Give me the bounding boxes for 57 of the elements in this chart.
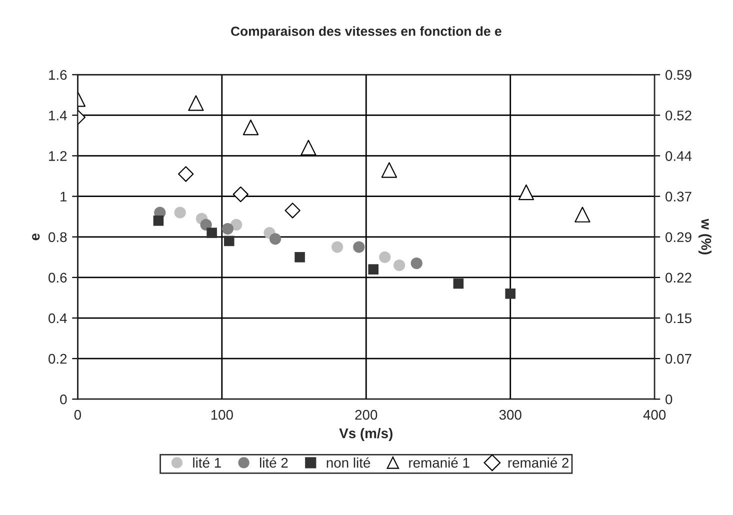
- y-tick-label: 0.4: [48, 313, 67, 324]
- y-axis-title: e: [32, 234, 40, 240]
- y2-tick-label: 0.22: [666, 272, 692, 283]
- point: [206, 228, 217, 238]
- y-tick-label: 1.6: [49, 70, 67, 80]
- y-tick-label: 1: [60, 192, 67, 202]
- legend-label: lité 1: [193, 457, 221, 468]
- y2-axis-title: w (%): [698, 218, 712, 254]
- y-tick-label: 1.2: [49, 151, 67, 161]
- point: [393, 259, 406, 272]
- legend-label: remanié 2: [508, 457, 569, 468]
- point: [222, 222, 234, 235]
- point: [505, 288, 516, 299]
- point: [269, 233, 282, 245]
- point: [178, 166, 194, 182]
- point: [153, 216, 164, 226]
- point: [368, 264, 378, 274]
- point: [353, 241, 365, 253]
- y2-tick-label: 0.52: [666, 110, 692, 120]
- point: [224, 236, 234, 246]
- x-axis-title: Vs (m/s): [339, 428, 392, 441]
- x-tick-label: 400: [643, 410, 666, 420]
- y2-tick-label: 0.37: [666, 192, 692, 202]
- y2-tick-label: 0.44: [666, 151, 692, 161]
- point: [410, 257, 422, 270]
- point: [518, 184, 534, 200]
- point: [381, 162, 398, 178]
- point: [300, 140, 316, 156]
- y2-tick-label: 0.15: [666, 313, 692, 324]
- point: [174, 206, 186, 218]
- legend-label: lité 2: [260, 457, 288, 468]
- y-tick-label: 0.6: [48, 272, 67, 283]
- point: [230, 218, 242, 231]
- x-tick-label: 100: [211, 410, 233, 420]
- chart-title: Comparaison des vitesses en fonction de e: [231, 26, 502, 39]
- point: [574, 206, 590, 222]
- y-tick-label: 0: [60, 394, 67, 404]
- x-tick-label: 300: [499, 410, 522, 420]
- y-tick-label: 0.8: [48, 232, 67, 242]
- y-tick-label: 1.4: [49, 110, 67, 120]
- point: [294, 252, 305, 262]
- x-tick-label: 200: [355, 410, 378, 420]
- y-tick-label: 0.2: [48, 354, 67, 364]
- point: [453, 278, 464, 289]
- y2-tick-label: 0.29: [666, 232, 692, 242]
- point: [379, 251, 391, 263]
- point: [284, 202, 300, 218]
- point: [232, 186, 248, 202]
- point: [188, 95, 204, 111]
- legend-label: remanié 1: [409, 457, 470, 468]
- y2-tick-label: 0.07: [666, 354, 692, 364]
- point: [242, 120, 259, 136]
- point: [331, 241, 344, 253]
- y2-tick-label: 0.59: [666, 70, 692, 80]
- legend-label: non lité: [326, 457, 370, 468]
- x-tick-label: 0: [74, 410, 82, 420]
- y2-tick-label: 0: [666, 394, 672, 404]
